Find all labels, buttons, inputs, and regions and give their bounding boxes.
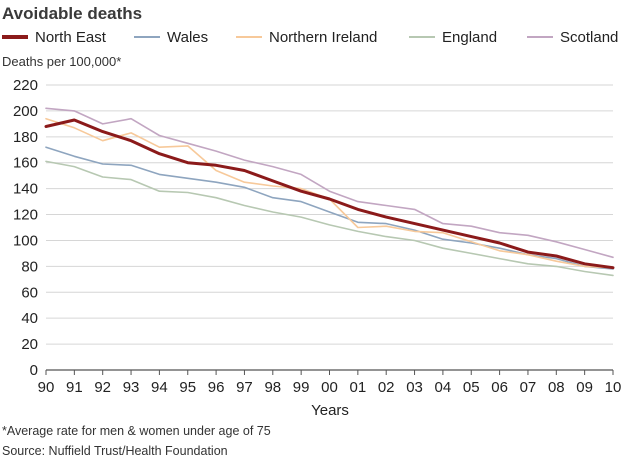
- legend-swatch-northern-ireland: [236, 36, 262, 38]
- x-tick-label: 08: [548, 379, 565, 396]
- x-tick-label: 01: [350, 379, 367, 396]
- x-tick-label: 03: [406, 379, 423, 396]
- y-tick-label: 220: [13, 77, 38, 94]
- x-tick-label: 06: [491, 379, 508, 396]
- legend-label-northern-ireland: Northern Ireland: [269, 28, 378, 46]
- legend-label-north-east: North East: [35, 28, 106, 46]
- x-tick-label: 04: [435, 379, 452, 396]
- chart-title: Avoidable deaths: [2, 4, 143, 23]
- legend-item-scotland: Scotland: [527, 28, 618, 46]
- series-line-scotland: [45, 107, 614, 259]
- y-tick-label: 200: [13, 103, 38, 120]
- legend-item-wales: Wales: [134, 28, 208, 46]
- legend-swatch-north-east: [2, 35, 28, 39]
- x-tick-label: 10: [605, 379, 622, 396]
- series-line-north-east: [44, 118, 615, 270]
- legend-label-england: England: [442, 28, 498, 46]
- x-tick-label: 93: [123, 379, 140, 396]
- x-tick-labels: 90 91 92 93 94 95 96 97 98 99 00 01 02 03 04 05 06 07 08 09…: [38, 370, 622, 396]
- legend-swatch-wales: [134, 36, 160, 38]
- series-line-wales: [45, 146, 614, 270]
- x-tick-label: 90: [38, 379, 55, 396]
- series-lines: [44, 107, 615, 277]
- legend-item-england: England: [409, 28, 497, 46]
- y-tick-label: 140: [13, 181, 38, 198]
- x-tick-label: 02: [378, 379, 395, 396]
- x-tick-label: 07: [520, 379, 537, 396]
- y-tick-label: 100: [13, 232, 38, 249]
- x-tick-label: 96: [208, 379, 225, 396]
- x-tick-label: 95: [179, 379, 196, 396]
- x-tick-label: 98: [264, 379, 281, 396]
- legend-item-north-east: North East: [2, 28, 106, 46]
- gridlines: [46, 84, 613, 371]
- legend-swatch-scotland: [527, 36, 553, 38]
- x-tick-label: 00: [321, 379, 338, 396]
- x-tick-label: 09: [576, 379, 593, 396]
- legend: North East Wales Northern Ireland Englan…: [0, 28, 624, 46]
- legend-label-scotland: Scotland: [560, 28, 619, 46]
- y-tick-label: 20: [21, 336, 38, 353]
- y-tick-label: 120: [13, 207, 38, 224]
- x-axis-label: Years: [311, 402, 349, 419]
- series-line-england: [45, 160, 614, 277]
- y-tick-label: 60: [21, 284, 38, 301]
- y-tick-label: 180: [13, 129, 38, 146]
- source-note: Source: Nuffield Trust/Health Foundation: [2, 444, 228, 458]
- legend-item-northern-ireland: Northern Ireland: [236, 28, 377, 46]
- x-tick-label: 91: [66, 379, 83, 396]
- y-tick-label: 0: [30, 362, 38, 379]
- x-tick-label: 92: [94, 379, 111, 396]
- legend-swatch-england: [409, 36, 435, 38]
- y-tick-labels: 0 20 40 60 80 100 120 140 160 180 200 220: [13, 77, 38, 379]
- x-tick-label: 05: [463, 379, 480, 396]
- footnote: *Average rate for men & women under age …: [2, 424, 271, 438]
- y-tick-label: 80: [21, 258, 38, 275]
- legend-label-wales: Wales: [167, 28, 209, 46]
- x-tick-label: 97: [236, 379, 253, 396]
- y-tick-label: 160: [13, 155, 38, 172]
- x-tick-label: 99: [293, 379, 310, 396]
- x-tick-label: 94: [151, 379, 168, 396]
- y-axis-label: Deaths per 100,000*: [2, 54, 122, 69]
- y-tick-label: 40: [21, 310, 38, 327]
